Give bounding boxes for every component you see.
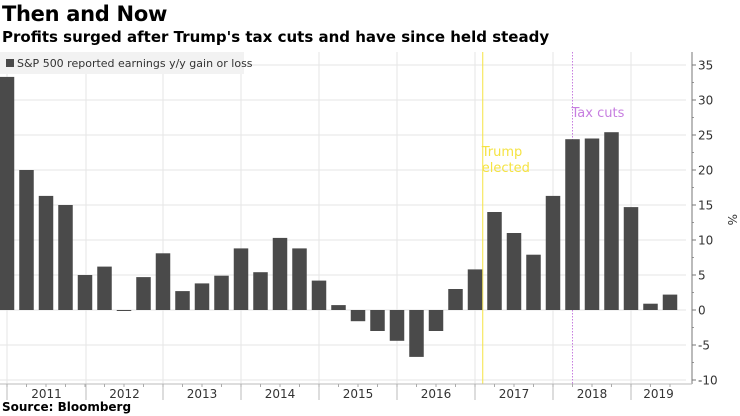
bar <box>175 291 190 310</box>
bar <box>311 280 327 310</box>
bar <box>136 277 151 310</box>
legend-swatch <box>6 59 14 67</box>
x-tick-label: 2018 <box>577 387 608 401</box>
gridlines <box>0 52 686 384</box>
annotation-label: Trump <box>481 145 523 160</box>
chart-title: Then and Now <box>2 2 168 26</box>
y-tick-label: -10 <box>698 374 718 388</box>
y-tick-label: 0 <box>698 304 706 318</box>
x-tick-label: 2013 <box>187 387 218 401</box>
bars <box>0 76 678 357</box>
bar <box>0 76 15 311</box>
bar <box>19 170 34 310</box>
y-tick-label: 5 <box>698 269 706 283</box>
x-tick-label: 2011 <box>31 387 62 401</box>
bar <box>194 283 210 310</box>
legend-label: S&P 500 reported earnings y/y gain or lo… <box>17 57 253 70</box>
annotation-label: elected <box>482 161 530 176</box>
legend: S&P 500 reported earnings y/y gain or lo… <box>0 52 253 74</box>
annotation-label: Tax cuts <box>571 106 625 121</box>
bar <box>214 275 229 310</box>
bar <box>233 248 249 310</box>
bar <box>97 266 112 310</box>
bar <box>77 275 93 310</box>
bar <box>58 205 73 310</box>
bar <box>545 195 561 310</box>
bar <box>38 195 54 310</box>
y-tick-label: 25 <box>698 129 713 143</box>
bar <box>272 237 288 310</box>
bar <box>116 310 132 311</box>
bar <box>584 138 600 310</box>
y-tick-label: 15 <box>698 199 713 213</box>
bar <box>623 207 639 310</box>
x-tick-label: 2012 <box>109 387 140 401</box>
y-tick-label: 10 <box>698 234 713 248</box>
bar <box>331 305 346 310</box>
bar <box>662 294 678 310</box>
y-tick-label: 20 <box>698 164 713 178</box>
bar <box>389 310 405 341</box>
bar <box>350 310 366 322</box>
bar <box>526 254 541 310</box>
x-axis: 2011 2012 2013 2014 2015 2016 2017 2018 2019 <box>0 383 692 401</box>
bar <box>448 289 463 310</box>
bar <box>409 310 424 357</box>
bar <box>565 139 580 310</box>
y-axis-label: % <box>725 214 739 225</box>
y-tick-label: 35 <box>698 59 713 73</box>
x-tick-label: 2016 <box>421 387 452 401</box>
bar <box>506 233 522 310</box>
bar <box>428 310 444 331</box>
bar <box>253 272 268 310</box>
bar <box>604 132 619 310</box>
bar <box>292 248 307 310</box>
x-tick-label: 2017 <box>499 387 530 401</box>
x-tick-label: 2014 <box>265 387 296 401</box>
bar <box>370 310 385 331</box>
bar <box>467 269 483 310</box>
y-tick-label: 30 <box>698 94 713 108</box>
source-note: Source: Bloomberg <box>2 400 132 414</box>
bar <box>155 253 171 310</box>
bar <box>643 303 658 310</box>
x-tick-label: 2019 <box>643 387 674 401</box>
bar <box>487 212 502 310</box>
y-tick-label: -5 <box>698 339 710 353</box>
chart-subtitle: Profits surged after Trump's tax cuts an… <box>2 28 550 46</box>
y-axis: -10 -5 0 5 10 15 20 25 30 35% <box>691 52 739 388</box>
legend-background <box>0 52 244 74</box>
x-tick-label: 2015 <box>343 387 374 401</box>
